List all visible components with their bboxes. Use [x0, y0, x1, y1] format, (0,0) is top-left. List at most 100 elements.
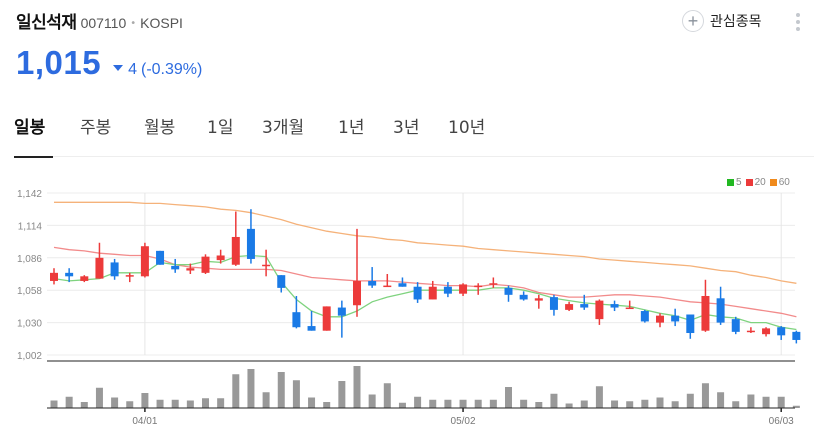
volume-bar — [686, 393, 694, 408]
candle[interactable] — [95, 242, 104, 279]
candle[interactable] — [322, 306, 331, 331]
candle[interactable] — [595, 299, 604, 325]
volume-bar — [414, 396, 422, 408]
candle[interactable] — [640, 309, 649, 323]
candle[interactable] — [262, 249, 271, 277]
volume-bar — [111, 397, 119, 408]
x-axis-label: 04/01 — [132, 416, 157, 427]
candle[interactable] — [110, 258, 119, 280]
candle[interactable] — [50, 268, 58, 285]
candle[interactable] — [292, 295, 301, 329]
candle[interactable] — [792, 330, 801, 344]
candle[interactable] — [246, 209, 255, 264]
candle[interactable] — [277, 275, 286, 293]
candle[interactable] — [474, 283, 483, 295]
price-change: 4 (-0.39%) — [113, 61, 202, 79]
volume-bar — [95, 387, 103, 408]
plus-icon: + — [682, 10, 704, 32]
candlestick-chart[interactable]: 1,142 1,114 1,086 1,058 1,030 1,002 04/01 05/02… — [0, 170, 815, 431]
y-axis-label: 1,058 — [17, 286, 42, 297]
volume-bar — [626, 401, 634, 408]
candle[interactable] — [610, 300, 619, 312]
ma20-swatch — [745, 179, 753, 186]
candle[interactable] — [549, 294, 558, 316]
candle[interactable] — [156, 250, 165, 265]
more-options-button[interactable] — [795, 13, 801, 31]
volume-bar — [202, 398, 209, 408]
candle[interactable] — [171, 258, 180, 273]
legend-ma5: 5 — [727, 177, 742, 188]
candle[interactable] — [625, 300, 634, 310]
tab-10years[interactable]: 10년 — [448, 118, 486, 138]
candle[interactable] — [398, 277, 407, 287]
tab-3years[interactable]: 3년 — [393, 118, 420, 138]
volume-bar — [459, 399, 467, 408]
candle[interactable] — [565, 301, 574, 312]
tab-3months[interactable]: 3개월 — [262, 118, 305, 138]
volume-bar — [505, 387, 512, 408]
add-watchlist-button[interactable]: + 관심종목 — [682, 10, 762, 32]
tab-weekly[interactable]: 주봉 — [80, 118, 112, 138]
candle[interactable] — [746, 327, 755, 334]
change-percent: (-0.39%) — [141, 61, 203, 78]
tab-1year[interactable]: 1년 — [338, 118, 365, 138]
volume-bar — [429, 399, 437, 408]
candle[interactable] — [580, 294, 589, 310]
candle[interactable] — [459, 283, 468, 296]
volume-bar — [50, 400, 58, 408]
candle[interactable] — [65, 268, 74, 283]
candle[interactable] — [201, 254, 210, 274]
candle[interactable] — [489, 277, 498, 288]
x-axis-label: 06/03 — [769, 416, 794, 427]
candle[interactable] — [80, 275, 89, 283]
candle[interactable] — [671, 308, 680, 327]
candle[interactable] — [368, 267, 377, 288]
tab-monthly[interactable]: 월봉 — [144, 118, 176, 138]
stock-code: 007110 — [80, 15, 127, 31]
volume-bar — [474, 399, 482, 408]
candle[interactable] — [701, 279, 710, 332]
candle[interactable] — [534, 294, 543, 309]
candle[interactable] — [762, 327, 771, 337]
stock-header: 일신석재 007110 • KOSPI — [16, 8, 183, 33]
candle[interactable] — [125, 272, 134, 283]
tab-1day[interactable]: 1일 — [207, 118, 234, 138]
candle[interactable] — [231, 211, 240, 266]
candle[interactable] — [716, 286, 725, 325]
volume-bar — [489, 399, 497, 408]
candle[interactable] — [777, 326, 786, 340]
y-axis-label: 1,142 — [17, 189, 42, 200]
volume-bar — [308, 397, 316, 408]
candle[interactable] — [504, 285, 513, 302]
change-amount: 4 — [128, 61, 137, 78]
volume-bar — [292, 380, 300, 408]
candle[interactable] — [686, 314, 695, 339]
candle[interactable] — [731, 316, 740, 335]
volume-bar — [186, 400, 194, 408]
candle[interactable] — [383, 274, 392, 288]
volume-bar — [141, 393, 149, 408]
candle[interactable] — [656, 313, 664, 328]
candle[interactable] — [443, 282, 452, 298]
candle[interactable] — [519, 291, 528, 301]
candle[interactable] — [337, 300, 346, 338]
tab-daily[interactable]: 일봉 — [14, 118, 46, 138]
candle[interactable] — [140, 242, 149, 278]
candle[interactable] — [216, 249, 225, 264]
volume-bar — [701, 383, 709, 408]
candle[interactable] — [186, 263, 195, 274]
separator-dot: • — [130, 18, 137, 29]
candle[interactable] — [413, 282, 422, 303]
ma-legend: 5 20 60 — [727, 177, 794, 188]
volume-bar — [156, 399, 164, 408]
candle[interactable] — [307, 311, 316, 331]
volume-bar — [550, 393, 558, 408]
legend-ma20: 20 — [745, 177, 766, 188]
candle[interactable] — [428, 280, 437, 300]
volume-bar — [368, 394, 376, 408]
ma60-line — [54, 201, 797, 284]
volume-bar — [323, 402, 331, 408]
ma60-swatch — [769, 179, 777, 186]
candle[interactable] — [353, 228, 361, 317]
current-price: 1,015 — [16, 44, 102, 81]
